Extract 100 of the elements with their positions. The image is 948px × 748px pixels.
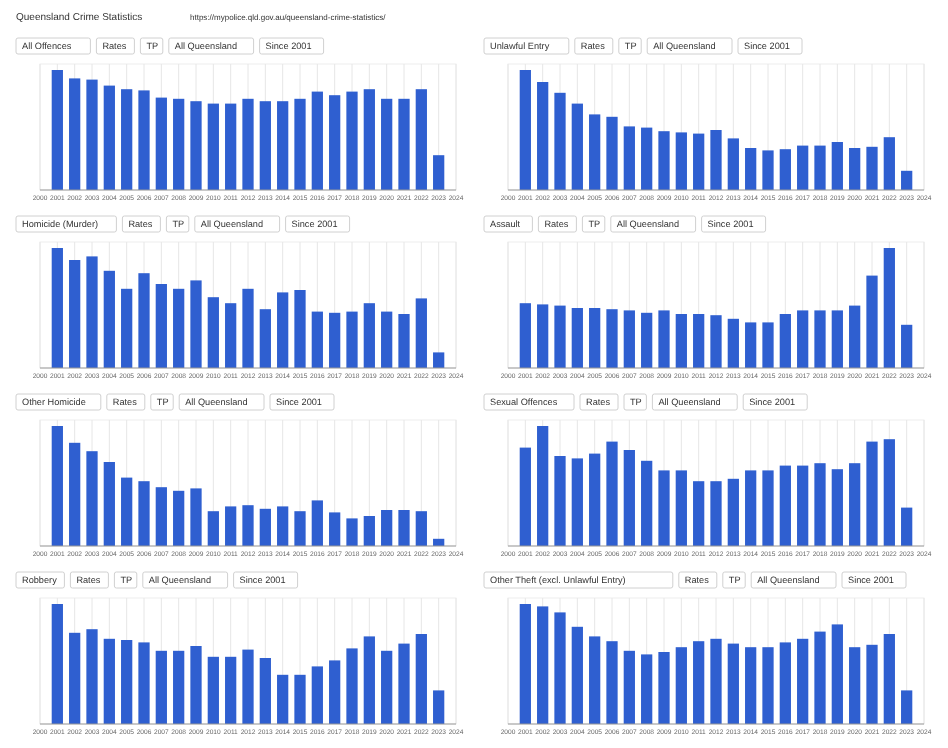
bar	[849, 148, 861, 190]
bar	[190, 101, 202, 190]
bar	[86, 451, 98, 546]
bar	[606, 309, 618, 368]
bar	[658, 470, 670, 546]
bar	[710, 638, 722, 724]
bar	[311, 666, 323, 724]
bar	[849, 305, 861, 368]
bar	[173, 650, 185, 724]
bar	[138, 90, 150, 190]
bar	[658, 131, 670, 190]
bar	[103, 462, 115, 546]
bar	[329, 512, 341, 546]
bar	[138, 273, 150, 368]
bar	[138, 481, 150, 546]
bar	[155, 284, 167, 368]
bar	[86, 629, 98, 724]
bar	[363, 636, 375, 724]
bar	[883, 634, 895, 724]
bar	[259, 101, 271, 190]
bar	[259, 658, 271, 724]
bar	[710, 130, 722, 190]
bar	[762, 470, 774, 546]
bar	[883, 439, 895, 546]
bar	[537, 606, 549, 724]
bar	[606, 441, 618, 546]
bar	[398, 643, 410, 724]
bar	[121, 640, 133, 724]
bar	[294, 511, 306, 546]
bar	[207, 297, 219, 368]
bar	[883, 137, 895, 190]
bar	[779, 642, 791, 724]
bar	[346, 648, 358, 724]
bar	[433, 352, 445, 368]
bar	[606, 116, 618, 190]
bar	[658, 310, 670, 368]
bar	[623, 650, 635, 724]
bar	[51, 248, 63, 368]
bar	[814, 463, 826, 546]
bar	[606, 641, 618, 724]
bar	[103, 85, 115, 190]
bar	[103, 638, 115, 724]
bar	[623, 126, 635, 190]
bar	[363, 303, 375, 368]
bar	[121, 477, 133, 546]
bar	[623, 450, 635, 546]
bar	[225, 103, 237, 190]
bar	[658, 652, 670, 724]
bar	[571, 626, 583, 724]
bar	[225, 303, 237, 368]
bar	[589, 114, 601, 190]
bar	[779, 465, 791, 546]
bar	[51, 70, 63, 190]
bar	[745, 322, 757, 368]
bar	[225, 506, 237, 546]
bar	[693, 641, 705, 724]
bar	[433, 690, 445, 724]
bar	[121, 288, 133, 368]
bar	[554, 92, 566, 190]
bar	[727, 138, 739, 190]
bar	[311, 91, 323, 190]
bar	[155, 97, 167, 190]
bar	[710, 481, 722, 546]
bar	[901, 170, 913, 190]
bar	[277, 101, 289, 190]
bar	[138, 642, 150, 724]
bar	[277, 506, 289, 546]
bar	[346, 518, 358, 546]
bar	[727, 318, 739, 368]
bar	[675, 132, 687, 190]
bar	[69, 632, 81, 724]
bar	[831, 469, 843, 546]
bar	[155, 487, 167, 546]
bar	[675, 470, 687, 546]
bar	[797, 638, 809, 724]
bar	[727, 643, 739, 724]
bar	[762, 150, 774, 190]
bar	[797, 465, 809, 546]
bar	[901, 324, 913, 368]
bar	[190, 488, 202, 546]
bar	[537, 82, 549, 190]
bar	[363, 89, 375, 190]
bar	[866, 644, 878, 724]
bar	[346, 91, 358, 190]
bar	[693, 133, 705, 190]
bar	[779, 149, 791, 190]
bar	[554, 456, 566, 546]
bar	[103, 270, 115, 368]
bar	[745, 470, 757, 546]
bar	[589, 636, 601, 724]
bar	[571, 458, 583, 546]
bar	[381, 311, 393, 368]
bar	[901, 690, 913, 724]
bar	[51, 604, 63, 724]
bar	[86, 256, 98, 368]
bar	[675, 314, 687, 368]
bar	[294, 674, 306, 724]
bar	[901, 507, 913, 546]
bar	[398, 314, 410, 368]
bar	[797, 310, 809, 368]
